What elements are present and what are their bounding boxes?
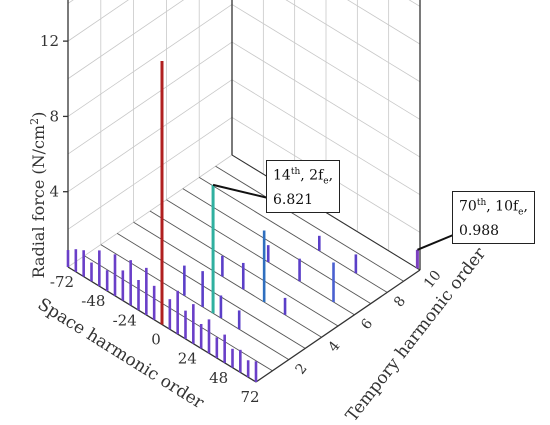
z-axis-label: Radial force (N/cm2) <box>28 112 48 279</box>
annotation-70th-freq-sub: e <box>518 207 524 218</box>
y-tick-label: 4 <box>325 338 343 355</box>
floor-row-line <box>133 221 322 338</box>
annotation-70th-freq: 10f <box>495 198 519 215</box>
back-wall-gridline <box>67 41 233 155</box>
annotation-70th: 70th, 10fe, 0.988 <box>452 191 535 245</box>
y-tick-label: 6 <box>358 316 376 333</box>
x-tick-label: -24 <box>113 311 137 329</box>
leader-line-70th <box>417 232 459 251</box>
back-wall-gridline <box>67 79 233 193</box>
floor-row-line <box>100 244 290 360</box>
back-wall-gridline <box>67 117 233 230</box>
z-tick-label: 4 <box>49 183 59 201</box>
x-tick-label: 48 <box>209 369 228 387</box>
annotation-14th-order-suffix: th <box>290 167 301 177</box>
y-tick-label: 2 <box>293 361 311 378</box>
y-tick-label: 8 <box>391 293 409 310</box>
x-tick-label: 24 <box>178 350 197 368</box>
x-tick-label: 0 <box>151 331 161 349</box>
x-tick-label: -72 <box>50 273 74 291</box>
y-axis-line <box>255 269 421 383</box>
annotation-70th-order: 70 <box>459 198 477 215</box>
y-axis-label: Tempory harmonic order <box>342 243 491 425</box>
annotation-70th-order-suffix: th <box>476 198 487 208</box>
floor-row-line <box>166 199 355 316</box>
annotation-14th-order: 14 <box>273 167 291 184</box>
annotation-14th-value: 6.821 <box>273 192 314 209</box>
z-tick-label: 12 <box>40 32 59 50</box>
z-tick-label: 8 <box>49 107 59 125</box>
floor-row-line <box>116 233 306 349</box>
x-tick-label: 72 <box>240 388 259 406</box>
annotation-14th-freq-sub: e <box>323 176 329 187</box>
bar-layer <box>66 60 419 382</box>
annotation-14th-freq: 2f <box>309 167 324 184</box>
x-tick-label: -48 <box>81 292 105 310</box>
floor-row-line <box>215 165 404 282</box>
annotation-14th: 14th, 2fe, 6.821 <box>266 160 341 214</box>
back-wall-gridline <box>67 0 185 80</box>
back-wall-gridline <box>67 0 74 4</box>
annotation-70th-value: 0.988 <box>459 223 500 240</box>
back-wall-gridline <box>67 0 129 42</box>
back-wall-gridline <box>67 4 233 117</box>
grid-layer <box>67 0 421 383</box>
